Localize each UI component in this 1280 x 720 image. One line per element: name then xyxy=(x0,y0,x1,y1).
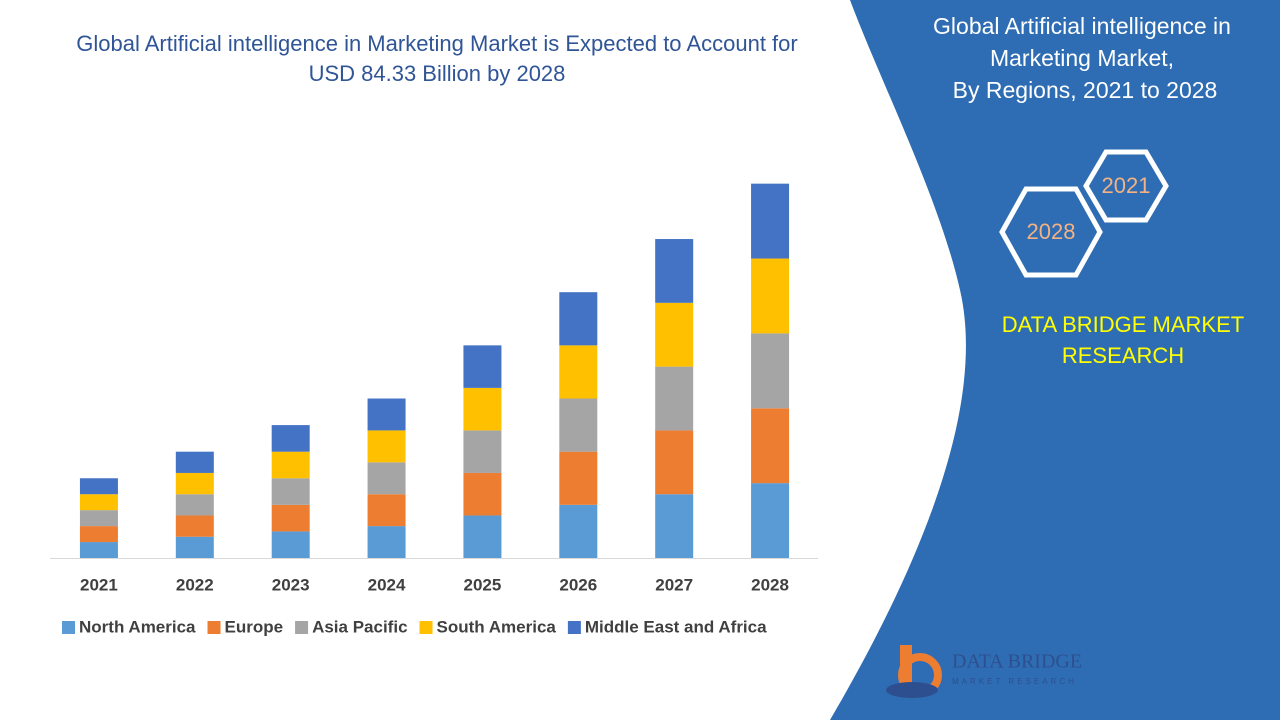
bar-segment xyxy=(367,398,406,431)
bar-segment xyxy=(655,239,694,303)
legend-swatch xyxy=(207,621,221,634)
legend-label: North America xyxy=(79,617,196,636)
bar-segment xyxy=(175,494,214,516)
bar-segment xyxy=(367,430,406,463)
hexagon xyxy=(999,186,1103,278)
brand-text: RESEARCH xyxy=(1062,343,1184,368)
chart-title: Global Artificial intelligence in Market… xyxy=(76,31,797,56)
panel-title: By Regions, 2021 to 2028 xyxy=(953,77,1218,103)
bar-segment xyxy=(751,333,790,409)
legend-label: Asia Pacific xyxy=(312,617,407,636)
panel-title: Global Artificial intelligence in xyxy=(933,13,1231,39)
brand-text: DATA BRIDGE MARKET xyxy=(1002,312,1244,337)
x-tick-label: 2022 xyxy=(176,575,214,594)
x-tick-label: 2023 xyxy=(272,575,310,594)
chart-title: USD 84.33 Billion by 2028 xyxy=(309,61,566,86)
legend-swatch xyxy=(567,621,581,634)
bar-segment xyxy=(271,451,310,479)
bar-segment xyxy=(559,451,598,505)
hexagon xyxy=(1083,149,1169,223)
bar-segment xyxy=(175,451,214,473)
bar-segment xyxy=(751,408,790,484)
x-tick-label: 2026 xyxy=(559,575,597,594)
logo-text: MARKET RESEARCH xyxy=(952,677,1077,686)
bar-segment xyxy=(79,494,118,511)
logo-mark xyxy=(886,682,938,698)
panel-title: Marketing Market, xyxy=(990,45,1174,71)
bar-segment xyxy=(655,494,694,558)
bar-segment xyxy=(271,531,310,558)
panel-text: Global Artificial intelligence in Market… xyxy=(933,13,1231,103)
bar-segment xyxy=(79,478,118,495)
x-tick-label: 2027 xyxy=(655,575,693,594)
bar-segment xyxy=(559,292,598,346)
bar-segment xyxy=(463,387,502,431)
x-tick-label: 2021 xyxy=(80,575,118,594)
hex-label: 2021 xyxy=(1102,173,1151,198)
bar-segment xyxy=(271,504,310,532)
legend-label: Europe xyxy=(225,617,284,636)
bar-segment xyxy=(271,425,310,452)
logo: DATA BRIDGE MARKET RESEARCH xyxy=(886,645,1082,698)
legend-swatch xyxy=(419,621,433,634)
bar-segment xyxy=(367,462,406,495)
bar-segment xyxy=(79,526,118,543)
legend-label: South America xyxy=(437,617,557,636)
bar-segment xyxy=(751,483,790,558)
legend-label: Middle East and Africa xyxy=(585,617,767,636)
bar-segment xyxy=(463,515,502,558)
bar-segment xyxy=(751,258,790,334)
legend-swatch xyxy=(62,621,75,634)
bar-segment xyxy=(559,398,598,452)
hex-label: 2028 xyxy=(1027,219,1076,244)
bar-segment xyxy=(367,494,406,527)
legend-swatch xyxy=(295,621,309,634)
bar-segment xyxy=(655,430,694,495)
side-panel xyxy=(830,0,1280,720)
bar-segment xyxy=(175,472,214,495)
x-tick-label: 2024 xyxy=(368,575,406,594)
bar-segment xyxy=(175,536,214,558)
bar-segment xyxy=(463,345,502,388)
bar-segment xyxy=(271,478,310,505)
bar-segment xyxy=(559,504,598,558)
bar-segment xyxy=(463,472,502,516)
bar-segment xyxy=(79,542,118,558)
bar-segment xyxy=(655,366,694,431)
x-tick-label: 2028 xyxy=(751,575,789,594)
bar-segment xyxy=(175,515,214,537)
bar-segment xyxy=(751,183,790,259)
bar-segment xyxy=(367,526,406,558)
bar-segment xyxy=(79,510,118,527)
x-tick-label: 2025 xyxy=(464,575,502,594)
bar-segment xyxy=(463,430,502,473)
bar-segment xyxy=(655,302,694,367)
logo-text: DATA BRIDGE xyxy=(952,651,1082,673)
bar-segment xyxy=(559,345,598,399)
